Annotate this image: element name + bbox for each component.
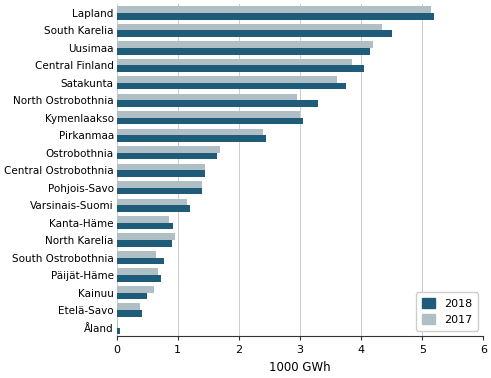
Bar bbox=[116, 146, 220, 153]
Bar bbox=[116, 118, 303, 124]
Bar bbox=[116, 41, 373, 48]
Bar bbox=[116, 198, 187, 205]
Bar bbox=[116, 268, 158, 275]
Bar bbox=[116, 286, 155, 293]
Bar bbox=[116, 111, 300, 118]
Bar bbox=[116, 275, 161, 282]
Bar bbox=[116, 188, 202, 194]
Bar bbox=[116, 234, 175, 240]
Bar bbox=[116, 76, 337, 83]
Bar bbox=[116, 304, 140, 310]
Bar bbox=[116, 24, 382, 30]
Bar bbox=[116, 59, 352, 65]
Bar bbox=[116, 251, 156, 257]
Bar bbox=[116, 129, 263, 135]
Bar bbox=[116, 30, 392, 37]
Bar bbox=[116, 135, 266, 142]
Bar bbox=[116, 65, 364, 72]
Bar bbox=[116, 321, 118, 327]
Bar bbox=[116, 327, 120, 334]
Bar bbox=[116, 153, 218, 160]
Legend: 2018, 2017: 2018, 2017 bbox=[416, 293, 478, 331]
Bar bbox=[116, 94, 297, 100]
Bar bbox=[116, 13, 435, 20]
Bar bbox=[116, 164, 205, 170]
Bar bbox=[116, 223, 173, 229]
Bar bbox=[116, 6, 432, 13]
Bar bbox=[116, 310, 142, 317]
Bar bbox=[116, 257, 164, 264]
Bar bbox=[116, 205, 190, 212]
Bar bbox=[116, 293, 147, 299]
Bar bbox=[116, 170, 205, 177]
Bar bbox=[116, 100, 318, 107]
X-axis label: 1000 GWh: 1000 GWh bbox=[269, 361, 331, 374]
Bar bbox=[116, 240, 171, 247]
Bar bbox=[116, 181, 202, 188]
Bar bbox=[116, 216, 168, 223]
Bar bbox=[116, 48, 370, 54]
Bar bbox=[116, 83, 346, 90]
